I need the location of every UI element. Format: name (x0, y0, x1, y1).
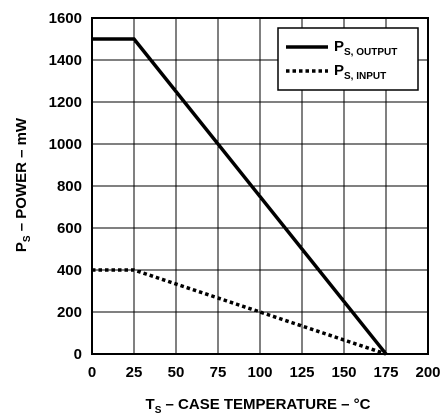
y-tick-label: 1600 (49, 10, 82, 27)
x-tick-label: 200 (415, 364, 440, 381)
x-axis-label-main: T (146, 396, 155, 413)
x-tick-labels: 0 25 50 75 100 125 150 175 200 (88, 364, 441, 381)
plot-frame (91, 17, 429, 355)
y-tick-label: 600 (57, 220, 82, 237)
y-tick-label: 1000 (49, 136, 82, 153)
y-axis-label-main: P (13, 242, 30, 252)
y-tick-label: 0 (74, 346, 82, 363)
y-tick-label: 1400 (49, 52, 82, 69)
y-axis-label: PS – POWER – mW (13, 117, 33, 252)
y-axis-label-rest: – POWER – mW (13, 117, 30, 235)
legend: PS, OUTPUT PS, INPUT (277, 27, 419, 91)
x-tick-label: 0 (88, 364, 96, 381)
y-tick-label: 400 (57, 262, 82, 279)
x-axis-label: TS – CASE TEMPERATURE – °C (146, 396, 371, 415)
legend-box (277, 27, 419, 91)
x-axis-label-sub: S (155, 405, 162, 415)
y-tick-label: 200 (57, 304, 82, 321)
y-tick-label: 800 (57, 178, 82, 195)
legend-label-output-main: P (334, 38, 344, 55)
x-tick-label: 150 (331, 364, 356, 381)
series-lines (92, 37, 388, 356)
series-line-output (92, 37, 388, 356)
x-tick-label: 100 (247, 364, 272, 381)
legend-label-input-sub: S, INPUT (344, 71, 386, 82)
x-tick-label: 75 (210, 364, 227, 381)
y-axis-label-sub: S (22, 235, 33, 242)
series-line-input (92, 268, 387, 356)
legend-label-input-main: P (334, 62, 344, 79)
legend-label-input: PS, INPUT (334, 62, 386, 82)
x-tick-label: 25 (126, 364, 143, 381)
x-tick-label: 175 (373, 364, 398, 381)
legend-label-output: PS, OUTPUT (334, 38, 397, 58)
legend-label-output-sub: S, OUTPUT (344, 47, 397, 58)
x-tick-label: 50 (168, 364, 185, 381)
y-tick-labels: 0 200 400 600 800 1000 1200 1400 1600 (49, 10, 82, 363)
x-tick-label: 125 (289, 364, 314, 381)
y-tick-label: 1200 (49, 94, 82, 111)
x-axis-label-rest: – CASE TEMPERATURE – °C (161, 396, 370, 413)
